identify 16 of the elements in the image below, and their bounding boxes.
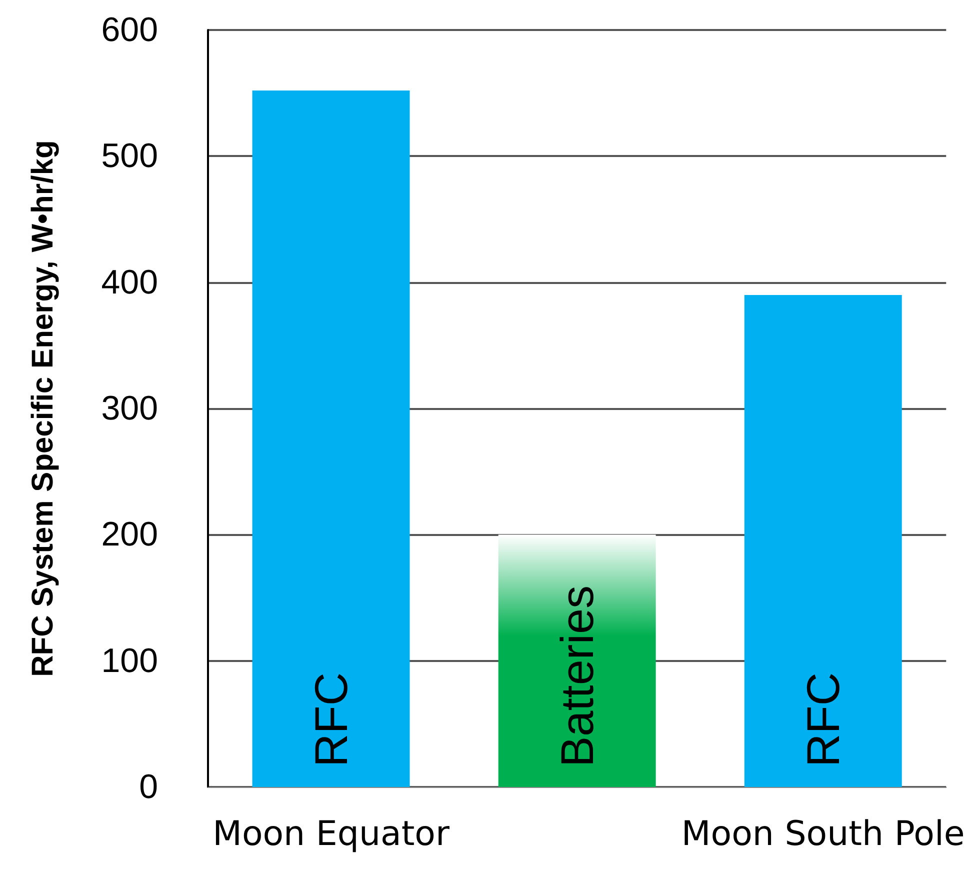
x-tick-label: Moon South Pole — [681, 814, 965, 854]
bar — [252, 90, 410, 787]
x-tick-label: Moon Equator — [212, 814, 450, 854]
series-label: RFC — [305, 672, 358, 767]
text: RFC — [797, 672, 850, 767]
series-label: Batteries — [551, 585, 604, 767]
y-tick-label: 500 — [101, 137, 158, 176]
bar — [744, 294, 902, 787]
y-tick-label: 200 — [101, 516, 158, 554]
y-tick-label: 300 — [101, 390, 158, 428]
y-tick-label: 0 — [139, 768, 158, 806]
bar — [498, 534, 656, 787]
y-axis-title: RFC System Specific Energy, W•hr/kg — [26, 140, 60, 677]
y-tick-label: 400 — [101, 263, 158, 302]
y-tick-label: 600 — [101, 11, 158, 49]
y-tick-label: 100 — [101, 642, 158, 680]
